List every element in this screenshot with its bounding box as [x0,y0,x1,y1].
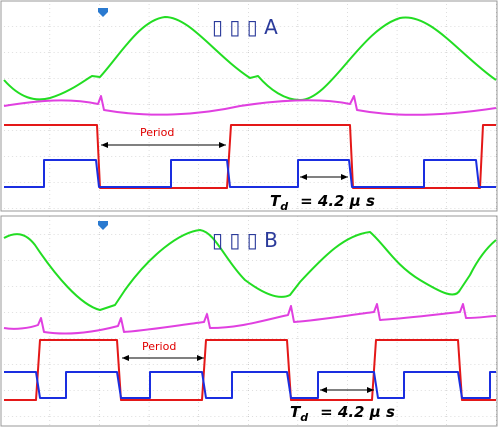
panel-label: ▯ ▯ ▯ B [212,228,278,252]
figure: ▯ ▯ ▯ A Period Td= 4.2 μ s ▯ ▯ ▯ B Perio… [0,0,498,428]
period-label: Period [142,340,176,353]
period-label: Period [140,126,174,139]
panel-a: ▯ ▯ ▯ A Period Td= 4.2 μ s [1,1,497,213]
panel-label: ▯ ▯ ▯ A [212,15,278,39]
panel-b: ▯ ▯ ▯ B Period Td= 4.2 μ s [1,216,497,426]
